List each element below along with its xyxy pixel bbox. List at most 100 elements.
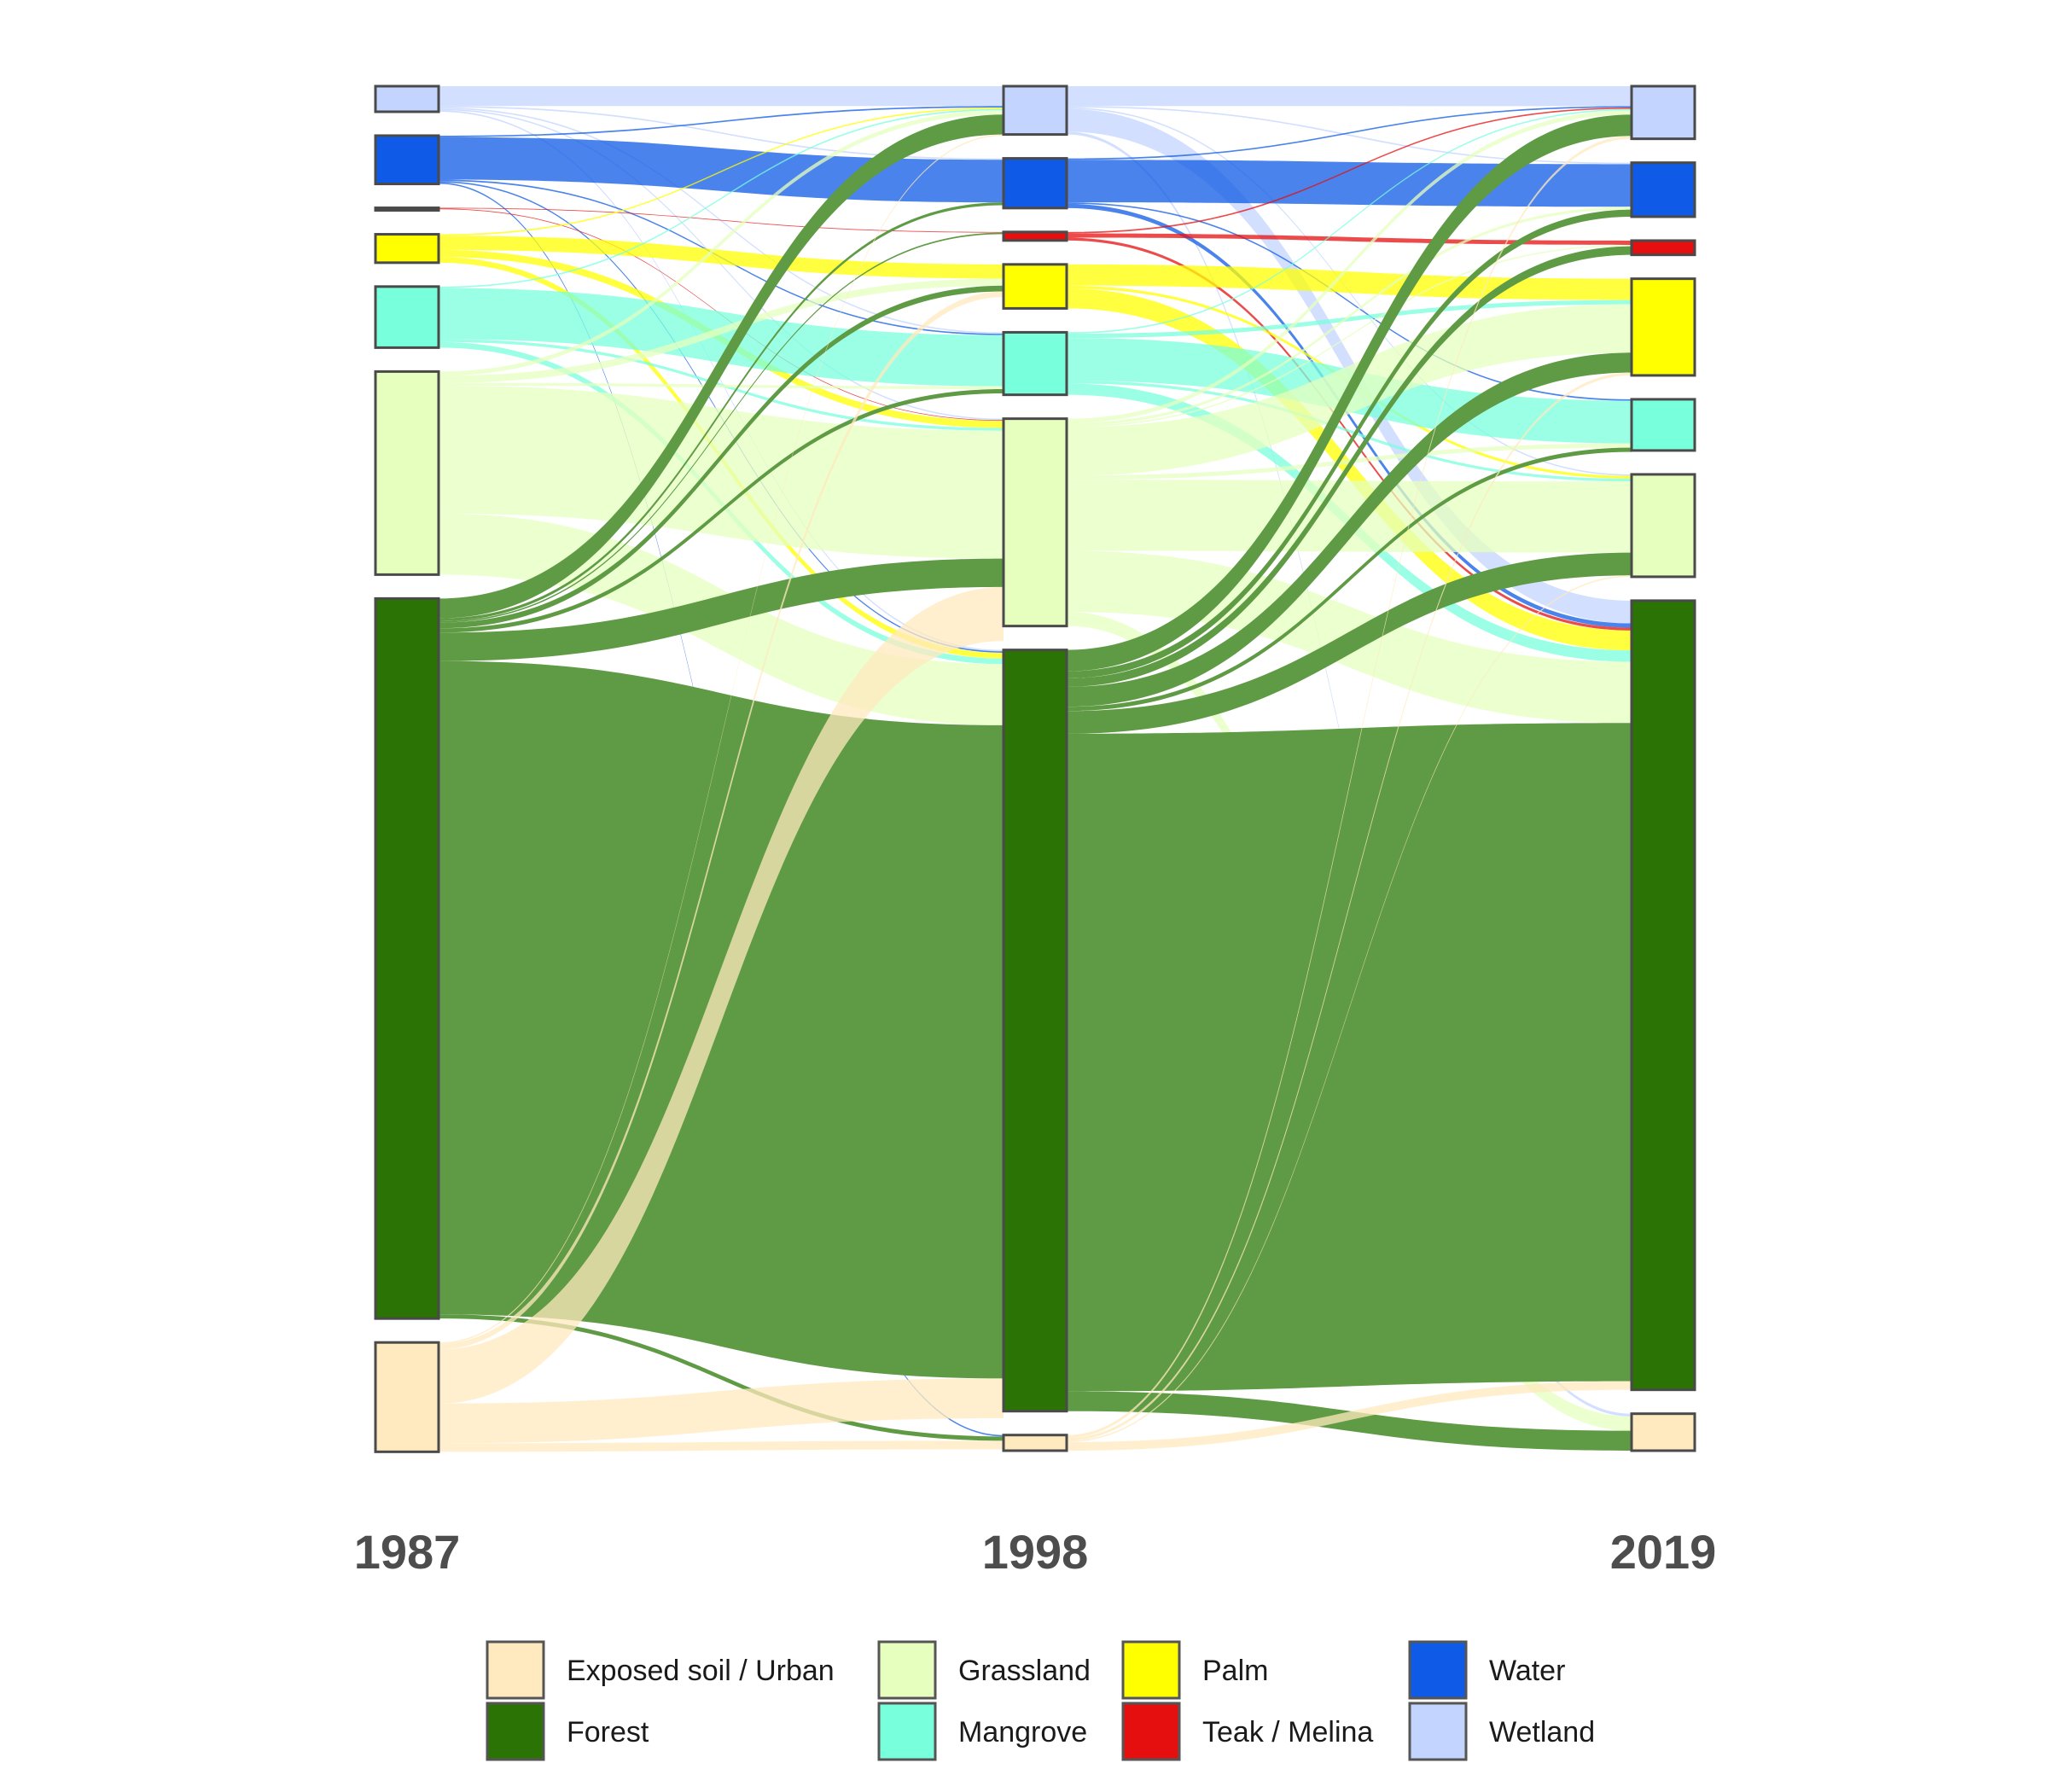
flow-1987-soil-to-wetland: [439, 134, 1004, 1344]
flow-1998-forest-to-teak: [1067, 246, 1632, 687]
legend-label-water: Water: [1489, 1655, 1565, 1687]
node-1998-soil: [1002, 1434, 1068, 1452]
flow-1998-forest-to-water: [1067, 209, 1632, 678]
node-1987-wetland: [374, 84, 440, 113]
flow-1987-soil-to-soil: [439, 1440, 1004, 1452]
flow-1998-forest-to-palm: [1067, 352, 1632, 707]
legend-label-grassland: Grassland: [958, 1655, 1091, 1687]
flow-1987-palm-to-palm: [439, 236, 1004, 279]
legend-swatch-wetland: [1408, 1702, 1468, 1761]
flow-1998-water-to-mangrove: [1067, 202, 1632, 401]
flow-layer: [439, 86, 1632, 1452]
legend-swatch-forest: [486, 1702, 545, 1761]
flow-1998-teak-to-teak: [1067, 233, 1632, 245]
flow-1987-grassland-to-wetland: [439, 110, 1004, 376]
legend-label-teak: Teak / Melina: [1202, 1716, 1373, 1748]
flow-1998-mangrove-to-grassland: [1067, 381, 1632, 482]
flow-1987-soil-to-forest: [439, 1378, 1004, 1444]
flow-1987-grassland-to-palm: [439, 278, 1004, 383]
flow-1987-forest-to-palm: [439, 285, 1004, 629]
flow-1987-forest-to-mangrove: [439, 388, 1004, 633]
legend: Exposed soil / Urban Forest Grassland Ma…: [486, 1640, 1595, 1761]
flow-1987-water-to-water: [439, 137, 1004, 203]
flow-1987-wetland-to-water: [439, 106, 1004, 160]
flow-1998-wetland-to-water: [1067, 106, 1632, 165]
node-1998-palm: [1002, 263, 1068, 310]
year-label-layer: 1987 1998 2019: [354, 1525, 1717, 1579]
flow-1987-mangrove-to-mangrove: [439, 288, 1004, 387]
flow-1987-grassland-to-grassland: [439, 386, 1004, 559]
flow-1987-water-to-wetland: [439, 106, 1004, 137]
node-2019-grassland: [1630, 473, 1696, 579]
legend-label-forest: Forest: [567, 1716, 649, 1748]
flow-1987-forest-to-teak: [439, 232, 1004, 623]
node-1987-forest: [374, 596, 440, 1320]
flow-1998-palm-to-palm: [1067, 264, 1632, 300]
node-2019-mangrove: [1630, 398, 1696, 452]
node-2019-water: [1630, 161, 1696, 218]
legend-label-mangrove: Mangrove: [958, 1716, 1087, 1748]
year-label-1987: 1987: [354, 1525, 461, 1579]
node-2019-soil: [1630, 1412, 1696, 1452]
node-1998-teak: [1002, 230, 1068, 242]
legend-swatch-grassland: [877, 1640, 937, 1700]
flow-1987-forest-to-water: [439, 202, 1004, 622]
year-label-1998: 1998: [982, 1525, 1089, 1579]
node-1987-teak: [374, 207, 440, 212]
node-2019-teak: [1630, 239, 1696, 257]
node-1998-grassland: [1002, 417, 1068, 628]
flow-1987-forest-to-wetland: [439, 114, 1004, 619]
node-1998-water: [1002, 157, 1068, 210]
flow-1987-forest-to-grassland: [439, 558, 1004, 661]
node-1998-forest: [1002, 649, 1068, 1413]
year-label-2019: 2019: [1610, 1525, 1717, 1579]
flow-1987-palm-to-wetland: [439, 107, 1004, 236]
flow-1998-forest-to-soil: [1067, 1391, 1632, 1451]
flow-1998-grassland-to-teak: [1067, 244, 1632, 428]
node-2019-wetland: [1630, 84, 1696, 141]
node-1987-palm: [374, 233, 440, 265]
flow-1998-forest-to-wetland: [1067, 114, 1632, 672]
flow-1998-mangrove-to-palm: [1067, 300, 1632, 339]
flow-1987-mangrove-to-wetland: [439, 108, 1004, 288]
node-1998-mangrove: [1002, 330, 1068, 397]
flow-1998-wetland-to-wetland: [1067, 86, 1632, 107]
flow-1998-grassland-to-grassland: [1067, 480, 1632, 553]
flow-1998-soil-to-grassland: [1067, 575, 1632, 1443]
flow-1998-forest-to-grassland: [1067, 552, 1632, 734]
node-1987-grassland: [374, 369, 440, 576]
flow-1987-forest-to-soil: [439, 1314, 1004, 1441]
node-1987-soil: [374, 1341, 440, 1453]
flow-1987-teak-to-teak: [439, 207, 1004, 233]
flow-1998-water-to-wetland: [1067, 106, 1632, 160]
flow-1998-soil-to-forest: [1067, 1381, 1632, 1451]
flow-1998-teak-to-wetland: [1067, 107, 1632, 234]
legend-swatch-mangrove: [877, 1702, 937, 1761]
flow-1987-soil-to-grassland: [439, 586, 1004, 1404]
node-2019-forest: [1630, 599, 1696, 1392]
flow-1987-wetland-to-forest: [439, 110, 1004, 652]
flow-1998-grassland-to-wetland: [1067, 110, 1632, 423]
legend-label-soil: Exposed soil / Urban: [567, 1655, 835, 1687]
flow-1998-teak-to-forest: [1067, 237, 1632, 631]
legend-swatch-water: [1408, 1640, 1468, 1700]
flow-1998-forest-to-forest: [1067, 723, 1632, 1392]
flow-1998-grassland-to-mangrove: [1067, 443, 1632, 480]
flow-1998-forest-to-mangrove: [1067, 447, 1632, 712]
legend-label-palm: Palm: [1202, 1655, 1268, 1687]
legend-swatch-soil: [486, 1640, 545, 1700]
flow-1987-wetland-to-grassland: [439, 108, 1004, 421]
flow-1998-soil-to-palm: [1067, 372, 1632, 1441]
flow-1998-soil-to-wetland: [1067, 136, 1632, 1439]
node-1987-water: [374, 134, 440, 186]
node-2019-palm: [1630, 277, 1696, 377]
node-layer: [374, 84, 1696, 1453]
flow-1987-wetland-to-wetland: [439, 86, 1004, 107]
node-1998-wetland: [1002, 84, 1068, 137]
legend-swatch-palm: [1121, 1640, 1181, 1700]
legend-label-wetland: Wetland: [1489, 1716, 1595, 1748]
flow-1998-mangrove-to-wetland: [1067, 108, 1632, 335]
flow-1998-water-to-forest: [1067, 203, 1632, 628]
flow-1987-soil-to-palm: [439, 291, 1004, 1350]
